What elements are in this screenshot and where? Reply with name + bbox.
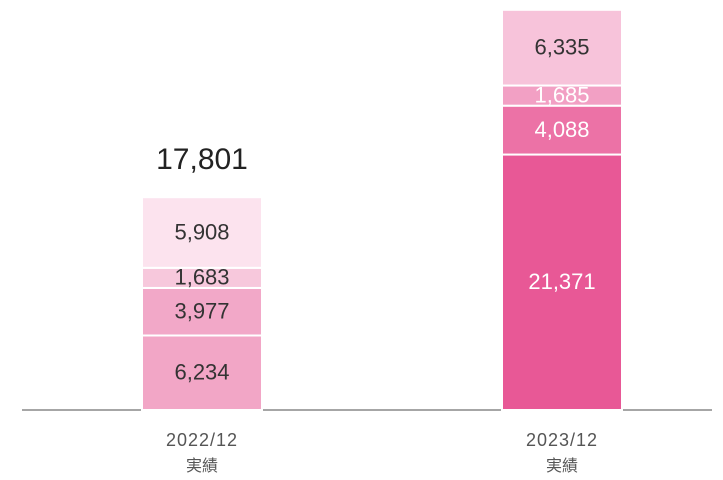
bar-segment [501, 104, 623, 156]
value-label: 1,683 [174, 265, 229, 290]
value-label: 4,088 [534, 117, 589, 142]
x-tick-sublabel: 実績 [546, 457, 578, 475]
bar-segment [141, 286, 263, 337]
value-label: 21,371 [528, 269, 595, 294]
value-label: 5,908 [174, 219, 229, 244]
bar-segment [501, 153, 623, 411]
bar-segment [501, 8, 623, 87]
x-tick-sublabel: 実績 [186, 457, 218, 475]
x-tick-label: 2023/12 [526, 430, 598, 450]
bar-segment [141, 334, 263, 411]
value-label: 1,685 [534, 82, 589, 107]
value-label: 6,234 [174, 360, 229, 385]
x-tick-label: 2022/12 [166, 430, 238, 450]
bar-segment [141, 196, 263, 269]
total-label: 17,801 [156, 143, 248, 176]
value-label: 6,335 [534, 34, 589, 59]
value-label: 3,977 [174, 299, 229, 324]
